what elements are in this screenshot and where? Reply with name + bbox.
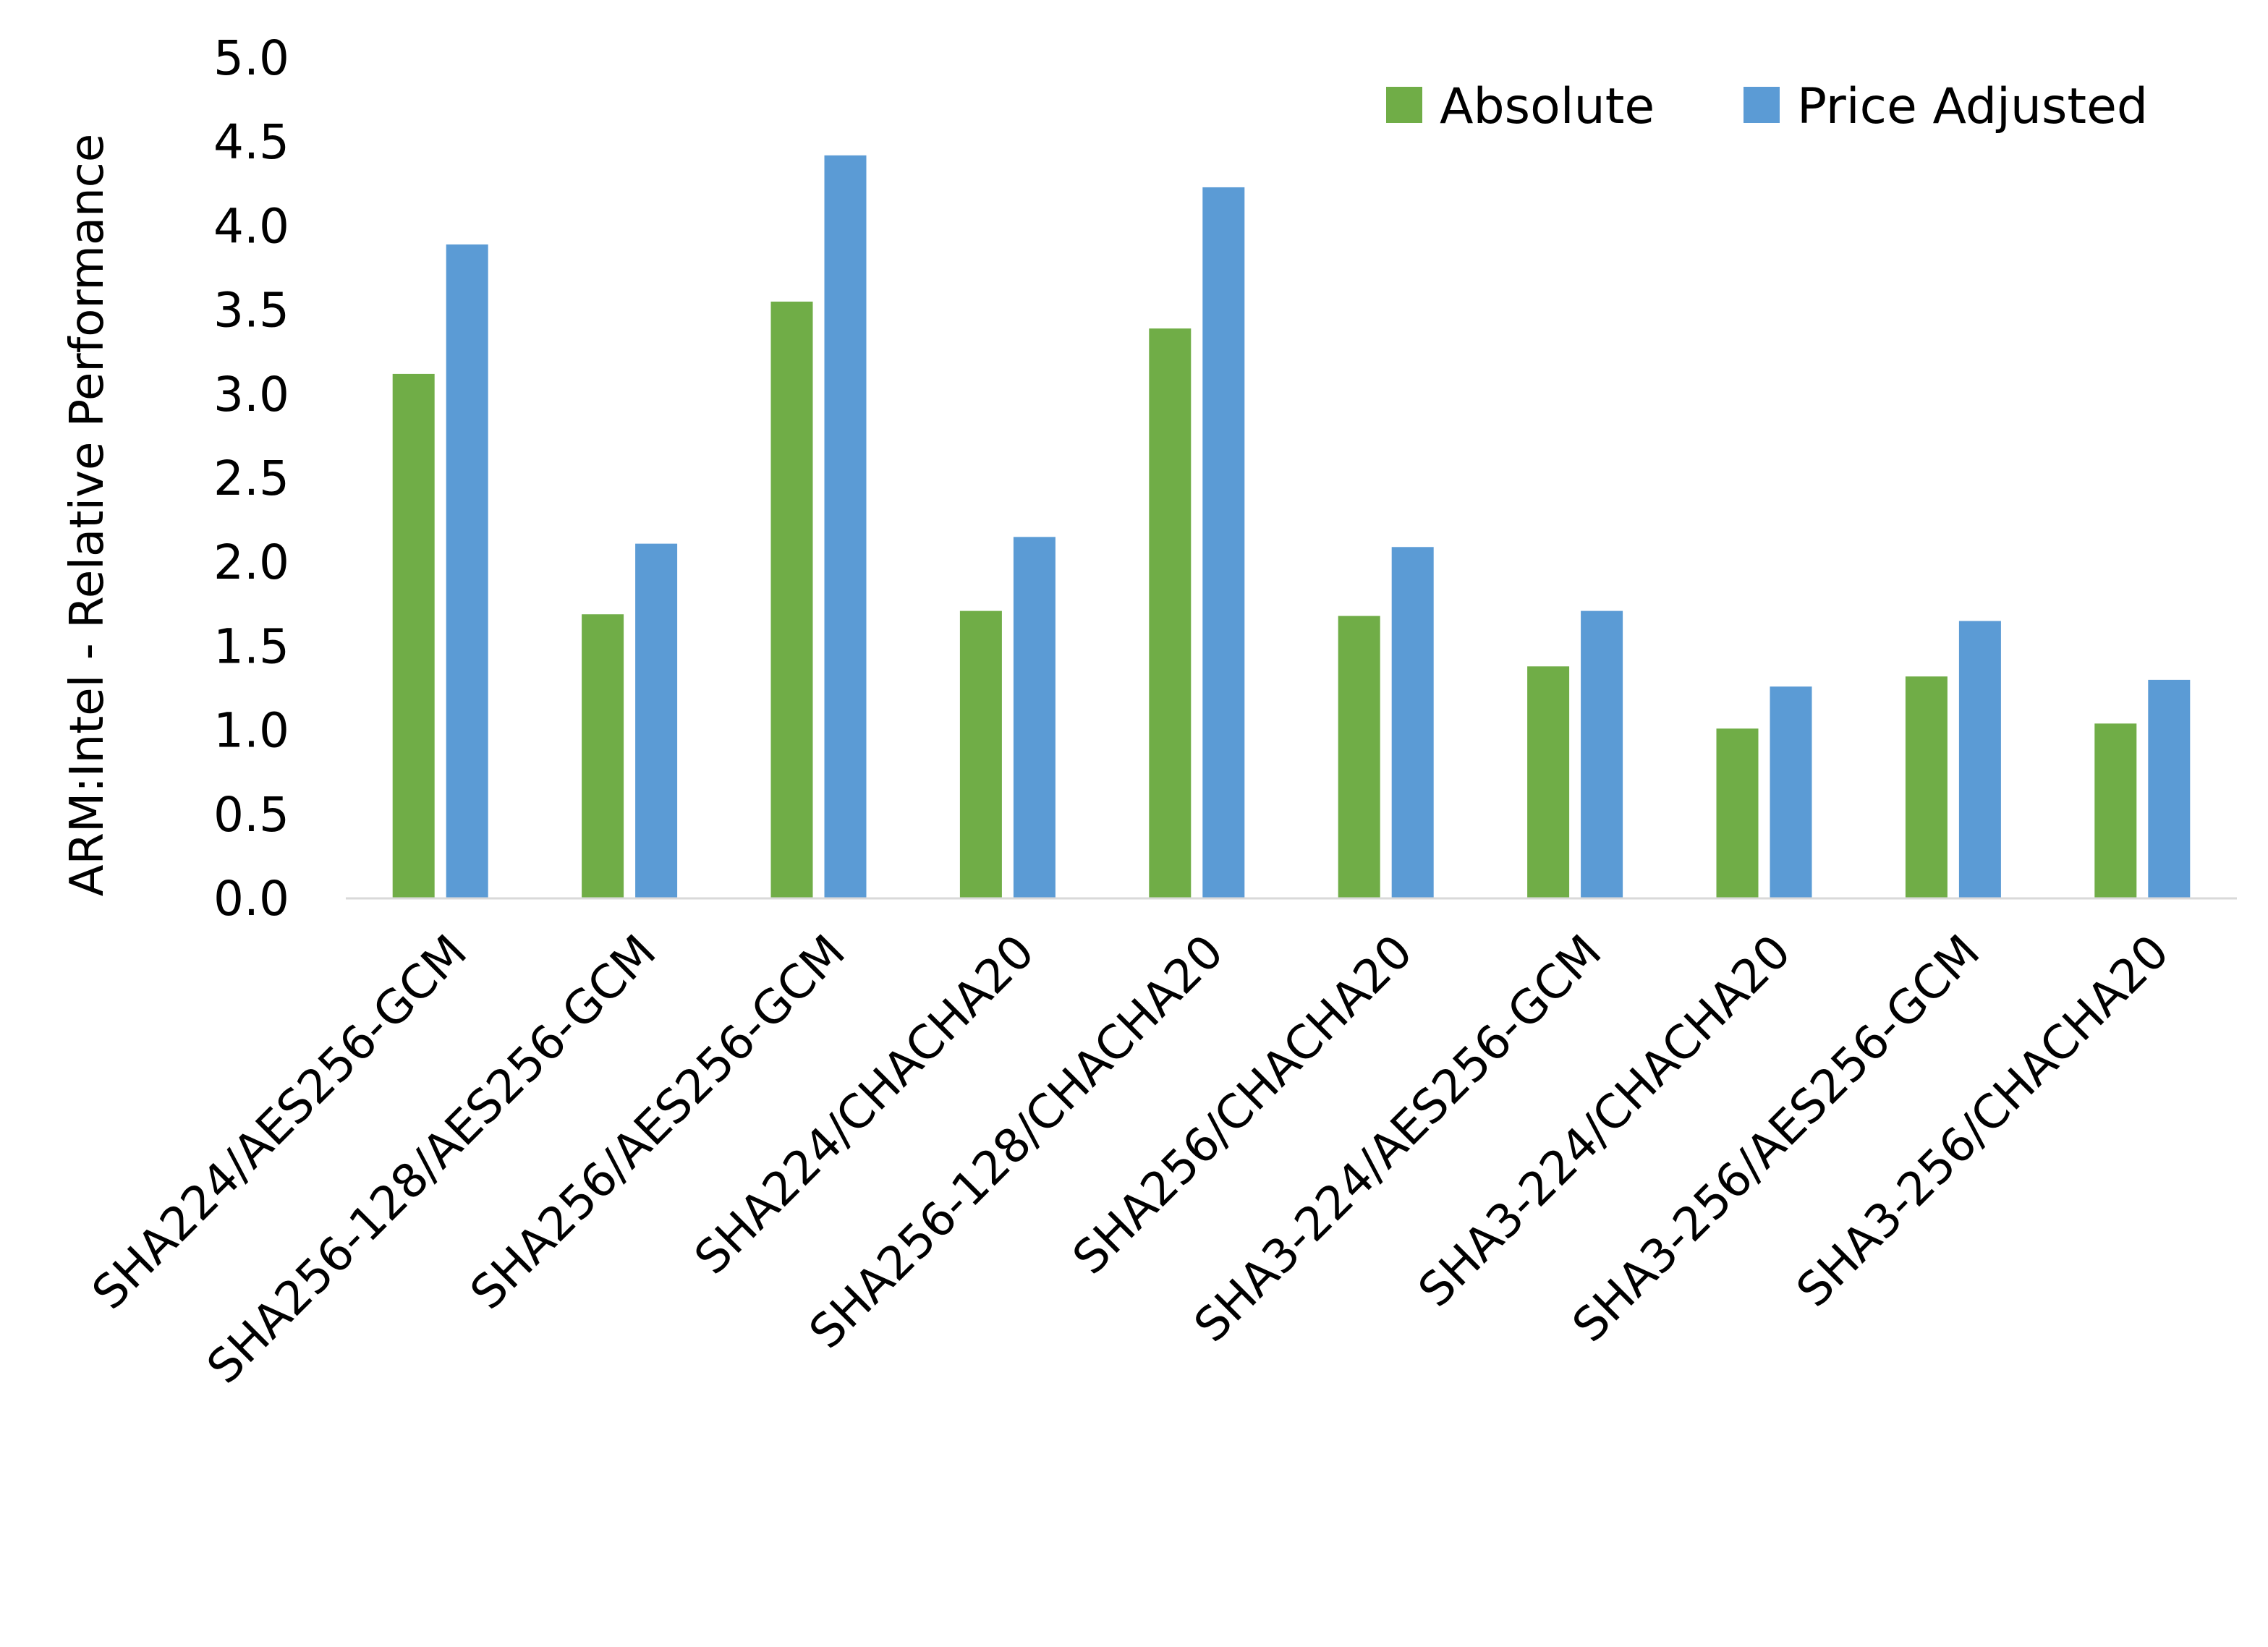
bar-price-adjusted bbox=[1581, 610, 1623, 898]
y-tick-label: 2.0 bbox=[213, 535, 289, 590]
bar-price-adjusted bbox=[824, 155, 867, 899]
x-tick-label: SHA3-224/AES256-GCM bbox=[1184, 925, 1612, 1353]
x-tick-label: SHA256/CHACHA20 bbox=[1063, 925, 1423, 1285]
bar-price-adjusted bbox=[2148, 679, 2191, 898]
x-tick-label: SHA3-256/AES256-GCM bbox=[1563, 925, 1990, 1353]
y-tick-label: 1.5 bbox=[213, 618, 289, 674]
x-tick-label: SHA224/CHACHA20 bbox=[685, 925, 1045, 1285]
y-tick-label: 3.0 bbox=[213, 367, 289, 422]
legend-label: Absolute bbox=[1440, 78, 1655, 135]
bar-price-adjusted bbox=[1770, 686, 1812, 898]
bar-absolute bbox=[1905, 676, 1948, 898]
bar-absolute bbox=[2094, 723, 2137, 898]
bar-absolute bbox=[392, 373, 435, 898]
bar-absolute bbox=[770, 301, 813, 899]
y-tick-label: 4.5 bbox=[213, 114, 289, 170]
x-tick-label: SHA3-256/CHACHA20 bbox=[1787, 925, 2180, 1318]
bar-absolute bbox=[1527, 666, 1570, 898]
y-tick-label: 3.5 bbox=[213, 283, 289, 339]
bar-price-adjusted bbox=[635, 543, 678, 898]
y-tick-label: 1.0 bbox=[213, 703, 289, 759]
bar-absolute bbox=[1716, 728, 1759, 898]
x-tick-label: SHA224/AES256-GCM bbox=[82, 925, 477, 1320]
x-tick-label: SHA256/AES256-GCM bbox=[461, 925, 856, 1320]
legend-label: Price Adjusted bbox=[1797, 78, 2148, 135]
y-tick-label: 0.5 bbox=[213, 787, 289, 843]
x-tick-label: SHA3-224/CHACHA20 bbox=[1409, 925, 1801, 1318]
y-tick-label: 2.5 bbox=[213, 451, 289, 506]
bar-absolute bbox=[1338, 616, 1380, 898]
bar-price-adjusted bbox=[1202, 187, 1245, 898]
bar-price-adjusted bbox=[1013, 537, 1056, 898]
legend-swatch bbox=[1386, 87, 1422, 123]
bar-price-adjusted bbox=[1958, 621, 2001, 898]
bar-price-adjusted bbox=[1391, 547, 1434, 898]
legend-swatch bbox=[1744, 87, 1780, 123]
y-tick-label: 5.0 bbox=[213, 30, 289, 86]
bar-absolute bbox=[582, 614, 624, 898]
bar-absolute bbox=[1149, 328, 1192, 898]
y-axis-label: ARM:Intel - Relative Performance bbox=[61, 134, 114, 897]
y-tick-label: 4.0 bbox=[213, 198, 289, 254]
bar-price-adjusted bbox=[446, 244, 488, 898]
y-tick-label: 0.0 bbox=[213, 871, 289, 927]
bar-absolute bbox=[959, 610, 1002, 898]
